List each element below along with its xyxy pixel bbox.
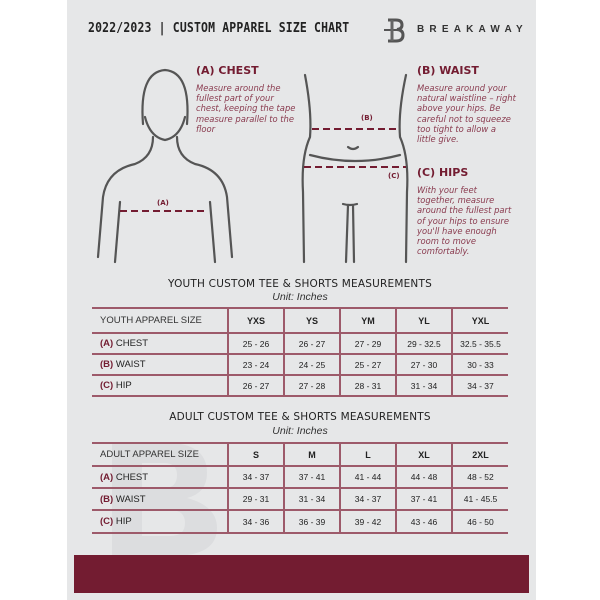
table-cell: 32.5 - 35.5 [451, 332, 508, 354]
row-label: (A) CHEST [92, 465, 228, 488]
header-cell: ADULT APPAREL SIZE [92, 442, 228, 466]
row-code: (B) [100, 493, 114, 505]
row-name: HIP [115, 516, 132, 527]
table-row: (B) WAIST 23 - 24 24 - 25 25 - 27 27 - 3… [92, 353, 508, 375]
table-cell: 27 - 29 [339, 332, 396, 354]
table-cell: 39 - 42 [339, 509, 396, 534]
table-cell: 41 - 45.5 [451, 487, 508, 510]
row-code: (A) [100, 471, 114, 483]
youth-size-table: YOUTH APPAREL SIZE YXS YS YM YL YXL (A) … [92, 307, 508, 397]
table-cell: 37 - 41 [283, 465, 340, 488]
waist-heading: (B) WAIST [417, 64, 479, 77]
table-header-row: YOUTH APPAREL SIZE YXS YS YM YL YXL [92, 307, 508, 333]
table-cell: 46 - 50 [451, 509, 508, 534]
row-code: (C) [100, 516, 114, 527]
hips-marker-label: (C) [388, 172, 400, 180]
header-cell: 2XL [451, 442, 508, 466]
adult-unit: Unit: Inches [272, 425, 328, 437]
table-row: (C) HIP 26 - 27 27 - 28 28 - 31 31 - 34 … [92, 374, 508, 397]
footer-bar [74, 555, 529, 593]
table-cell: 24 - 25 [283, 353, 340, 375]
chest-instructions: Measure around the fullest part of your … [196, 83, 296, 134]
table-cell: 48 - 52 [451, 465, 508, 488]
header-cell: YXS [227, 307, 284, 333]
table-cell: 29 - 32.5 [395, 332, 452, 354]
table-header-row: ADULT APPAREL SIZE S M L XL 2XL [92, 442, 508, 466]
table-cell: 23 - 24 [227, 353, 284, 375]
table-cell: 36 - 39 [283, 509, 340, 534]
header-cell: XL [395, 442, 452, 466]
table-cell: 26 - 27 [227, 374, 284, 397]
table-row: (A) CHEST 34 - 37 37 - 41 41 - 44 44 - 4… [92, 465, 508, 488]
table-cell: 34 - 37 [451, 374, 508, 397]
row-name: WAIST [115, 359, 146, 370]
table-cell: 34 - 37 [227, 465, 284, 488]
hips-instructions: With your feet together, measure around … [417, 185, 512, 257]
table-cell: 44 - 48 [395, 465, 452, 488]
table-cell: 31 - 34 [283, 487, 340, 510]
row-code: (A) [100, 338, 114, 349]
table-row: (C) HIP 34 - 36 36 - 39 39 - 42 43 - 46 … [92, 509, 508, 534]
table-cell: 37 - 41 [395, 487, 452, 510]
row-label: (C) HIP [92, 509, 228, 534]
brand-name: BREAKAWAY [417, 24, 528, 35]
breakaway-logo-icon [384, 18, 405, 43]
table-cell: 25 - 26 [227, 332, 284, 354]
row-name: HIP [115, 380, 132, 391]
row-label: (A) CHEST [92, 332, 228, 354]
waist-marker-label: (B) [361, 114, 373, 122]
row-name: CHEST [115, 471, 149, 483]
table-row: (A) CHEST 25 - 26 26 - 27 27 - 29 29 - 3… [92, 332, 508, 354]
table-cell: 27 - 28 [283, 374, 340, 397]
page-title: 2022/2023 | CUSTOM APPAREL SIZE CHART [88, 21, 350, 36]
table-cell: 29 - 31 [227, 487, 284, 510]
row-name: WAIST [115, 493, 146, 505]
table-cell: 25 - 27 [339, 353, 396, 375]
table-cell: 43 - 46 [395, 509, 452, 534]
waist-instructions: Measure around your natural waistline – … [417, 83, 516, 145]
youth-section-title: YOUTH CUSTOM TEE & SHORTS MEASUREMENTS [168, 278, 432, 290]
row-label: (B) WAIST [92, 353, 228, 375]
table-cell: 34 - 36 [227, 509, 284, 534]
table-cell: 41 - 44 [339, 465, 396, 488]
lower-body-figure [301, 73, 409, 264]
table-cell: 27 - 30 [395, 353, 452, 375]
table-cell: 31 - 34 [395, 374, 452, 397]
table-cell: 34 - 37 [339, 487, 396, 510]
table-cell: 30 - 33 [451, 353, 508, 375]
table-row: (B) WAIST 29 - 31 31 - 34 34 - 37 37 - 4… [92, 487, 508, 510]
adult-section-title: ADULT CUSTOM TEE & SHORTS MEASUREMENTS [169, 411, 431, 423]
row-code: (B) [100, 359, 114, 370]
table-cell: 26 - 27 [283, 332, 340, 354]
chest-heading: (A) CHEST [196, 64, 259, 77]
row-code: (C) [100, 380, 114, 391]
header-cell: M [283, 442, 340, 466]
adult-size-table: ADULT APPAREL SIZE S M L XL 2XL (A) CHES… [92, 442, 508, 534]
hips-heading: (C) HIPS [417, 166, 469, 179]
header-cell: YS [283, 307, 340, 333]
header-cell: YOUTH APPAREL SIZE [92, 307, 228, 333]
chest-marker-label: (A) [157, 199, 169, 207]
upper-body-figure [96, 68, 234, 264]
header-cell: YXL [451, 307, 508, 333]
header-cell: S [227, 442, 284, 466]
row-name: CHEST [115, 338, 149, 349]
header-cell: YM [339, 307, 396, 333]
row-label: (B) WAIST [92, 487, 228, 510]
row-label: (C) HIP [92, 374, 228, 397]
table-cell: 28 - 31 [339, 374, 396, 397]
youth-unit: Unit: Inches [272, 291, 328, 303]
header-cell: L [339, 442, 396, 466]
header-cell: YL [395, 307, 452, 333]
